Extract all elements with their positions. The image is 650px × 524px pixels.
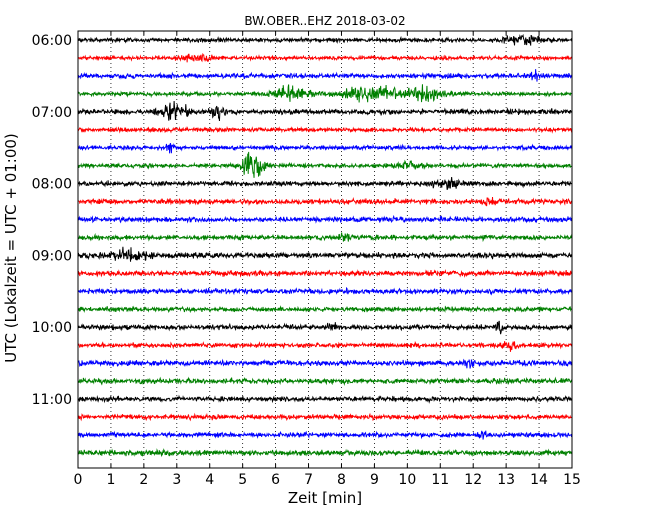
trace-0900 (77, 246, 573, 262)
trace-0600 (77, 33, 573, 46)
y-tick-label: 07:00 (32, 105, 72, 121)
x-tick-label: 4 (205, 472, 214, 488)
plot-frame (77, 30, 573, 469)
x-tick-label: 9 (370, 472, 379, 488)
y-tick-label: 06:00 (32, 33, 72, 49)
chart-title: BW.OBER..EHZ 2018-03-02 (244, 14, 405, 28)
x-axis-label: Zeit [min] (288, 489, 362, 507)
x-tick-label: 5 (238, 472, 247, 488)
x-tick-label: 8 (337, 472, 346, 488)
trace-1015 (77, 340, 573, 352)
trace-0715 (77, 126, 573, 134)
x-tick-label: 3 (172, 472, 181, 488)
trace-0915 (77, 268, 573, 278)
x-tick-label: 6 (271, 472, 280, 488)
y-tick-label: 11:00 (32, 392, 72, 408)
y-tick-label: 09:00 (32, 248, 72, 264)
trace-0845 (77, 232, 573, 243)
x-tick-label: 12 (464, 472, 482, 488)
grid (110, 31, 540, 468)
x-tick-label: 11 (431, 472, 449, 488)
y-axis-label: UTC (Lokalzeit = UTC + 01:00) (2, 133, 20, 363)
trace-1100 (77, 394, 573, 404)
y-tick-label: 10:00 (32, 320, 72, 336)
trace-0630 (77, 69, 573, 82)
trace-0645 (77, 84, 573, 103)
ticks: 0 1 2 3 4 5 6 7 8 9 10 11 12 13 14 1506:0007:0008:0009:… (32, 31, 581, 488)
x-tick-label: 1 (106, 472, 115, 488)
trace-0615 (77, 52, 573, 63)
x-tick-label: 10 (398, 472, 416, 488)
trace-0930 (77, 286, 573, 296)
x-tick-label: 2 (139, 472, 148, 488)
x-tick-label: 7 (304, 472, 313, 488)
trace-1130 (77, 430, 573, 440)
trace-1145 (77, 448, 573, 458)
traces (77, 33, 573, 458)
x-tick-label: 0 (74, 472, 83, 488)
trace-1030 (77, 358, 573, 369)
x-tick-label: 15 (563, 472, 581, 488)
trace-1115 (77, 412, 573, 422)
trace-0745 (77, 151, 573, 178)
x-tick-label: 14 (530, 472, 548, 488)
trace-0730 (77, 143, 573, 154)
trace-0830 (77, 214, 573, 224)
y-tick-label: 08:00 (32, 177, 72, 193)
x-tick-label: 13 (497, 472, 515, 488)
trace-0945 (77, 305, 573, 314)
trace-0800 (77, 177, 573, 190)
trace-1000 (77, 320, 573, 335)
trace-1045 (77, 376, 573, 386)
trace-0815 (77, 197, 573, 207)
trace-0700 (77, 101, 573, 122)
